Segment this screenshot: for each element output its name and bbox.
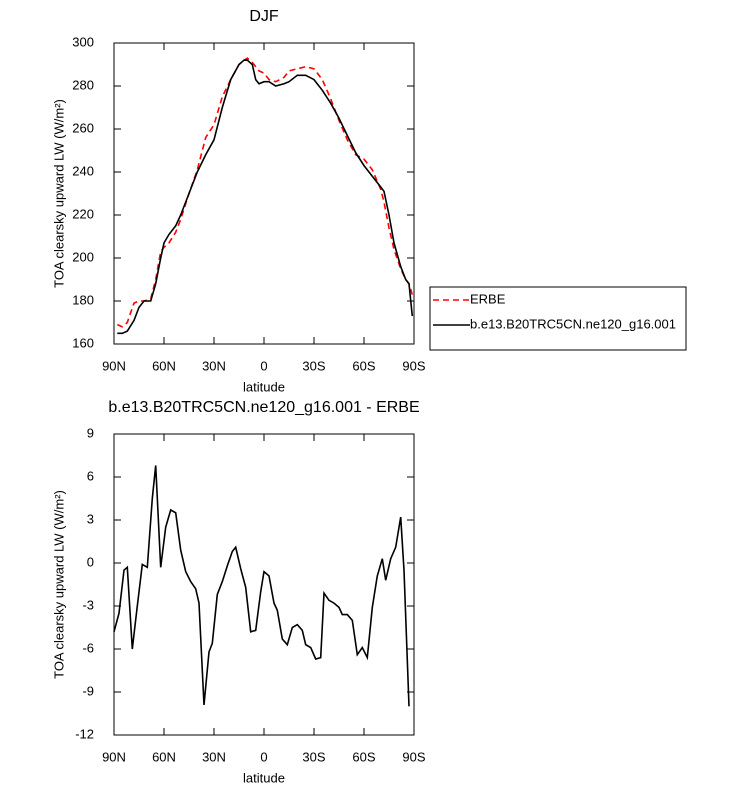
legend-box bbox=[429, 286, 687, 351]
y-tick-label: 0 bbox=[87, 554, 94, 569]
x-tick-label: 0 bbox=[260, 358, 267, 373]
y-tick-label: 6 bbox=[87, 468, 94, 483]
x-tick-label: 90N bbox=[102, 358, 126, 373]
x-axis-label: latitude bbox=[243, 770, 285, 785]
y-tick-label: 180 bbox=[72, 292, 94, 307]
y-tick-label: 260 bbox=[72, 120, 94, 135]
y-tick-label: 3 bbox=[87, 511, 94, 526]
y-tick-label: 160 bbox=[72, 335, 94, 350]
y-tick-label: 240 bbox=[72, 163, 94, 178]
y-tick-label: -12 bbox=[75, 726, 94, 741]
y-tick-label: 200 bbox=[72, 249, 94, 264]
x-tick-label: 30S bbox=[302, 749, 325, 764]
x-tick-label: 30N bbox=[202, 749, 226, 764]
y-tick-label: -6 bbox=[82, 640, 94, 655]
y-axis-label: TOA clearsky upward LW (W/m²) bbox=[51, 99, 66, 288]
plot-frame bbox=[113, 433, 415, 736]
y-axis-label: TOA clearsky upward LW (W/m²) bbox=[51, 490, 66, 679]
y-tick-label: -3 bbox=[82, 597, 94, 612]
series-line bbox=[116, 57, 414, 328]
series-line bbox=[117, 59, 414, 335]
x-tick-label: 90N bbox=[102, 749, 126, 764]
x-tick-label: 30N bbox=[202, 358, 226, 373]
x-tick-label: 60N bbox=[152, 358, 176, 373]
x-tick-label: 90S bbox=[402, 749, 425, 764]
x-tick-label: 60N bbox=[152, 749, 176, 764]
x-tick-label: 60S bbox=[352, 358, 375, 373]
x-tick-label: 60S bbox=[352, 749, 375, 764]
legend-label: b.e13.B20TRC5CN.ne120_g16.001 bbox=[470, 316, 676, 331]
x-tick-label: 0 bbox=[260, 749, 267, 764]
y-tick-label: 300 bbox=[72, 34, 94, 49]
x-tick-label: 30S bbox=[302, 358, 325, 373]
x-axis-label: latitude bbox=[243, 379, 285, 394]
x-tick-label: 90S bbox=[402, 358, 425, 373]
y-tick-label: 220 bbox=[72, 206, 94, 221]
y-tick-label: 9 bbox=[87, 425, 94, 440]
chart-title: b.e13.B20TRC5CN.ne120_g16.001 - ERBE bbox=[108, 399, 419, 416]
chart-title: DJF bbox=[249, 8, 279, 25]
y-tick-label: -9 bbox=[82, 683, 94, 698]
series-line bbox=[113, 465, 410, 707]
plot-frame bbox=[113, 42, 415, 345]
legend-label: ERBE bbox=[470, 291, 506, 306]
y-tick-label: 280 bbox=[72, 77, 94, 92]
